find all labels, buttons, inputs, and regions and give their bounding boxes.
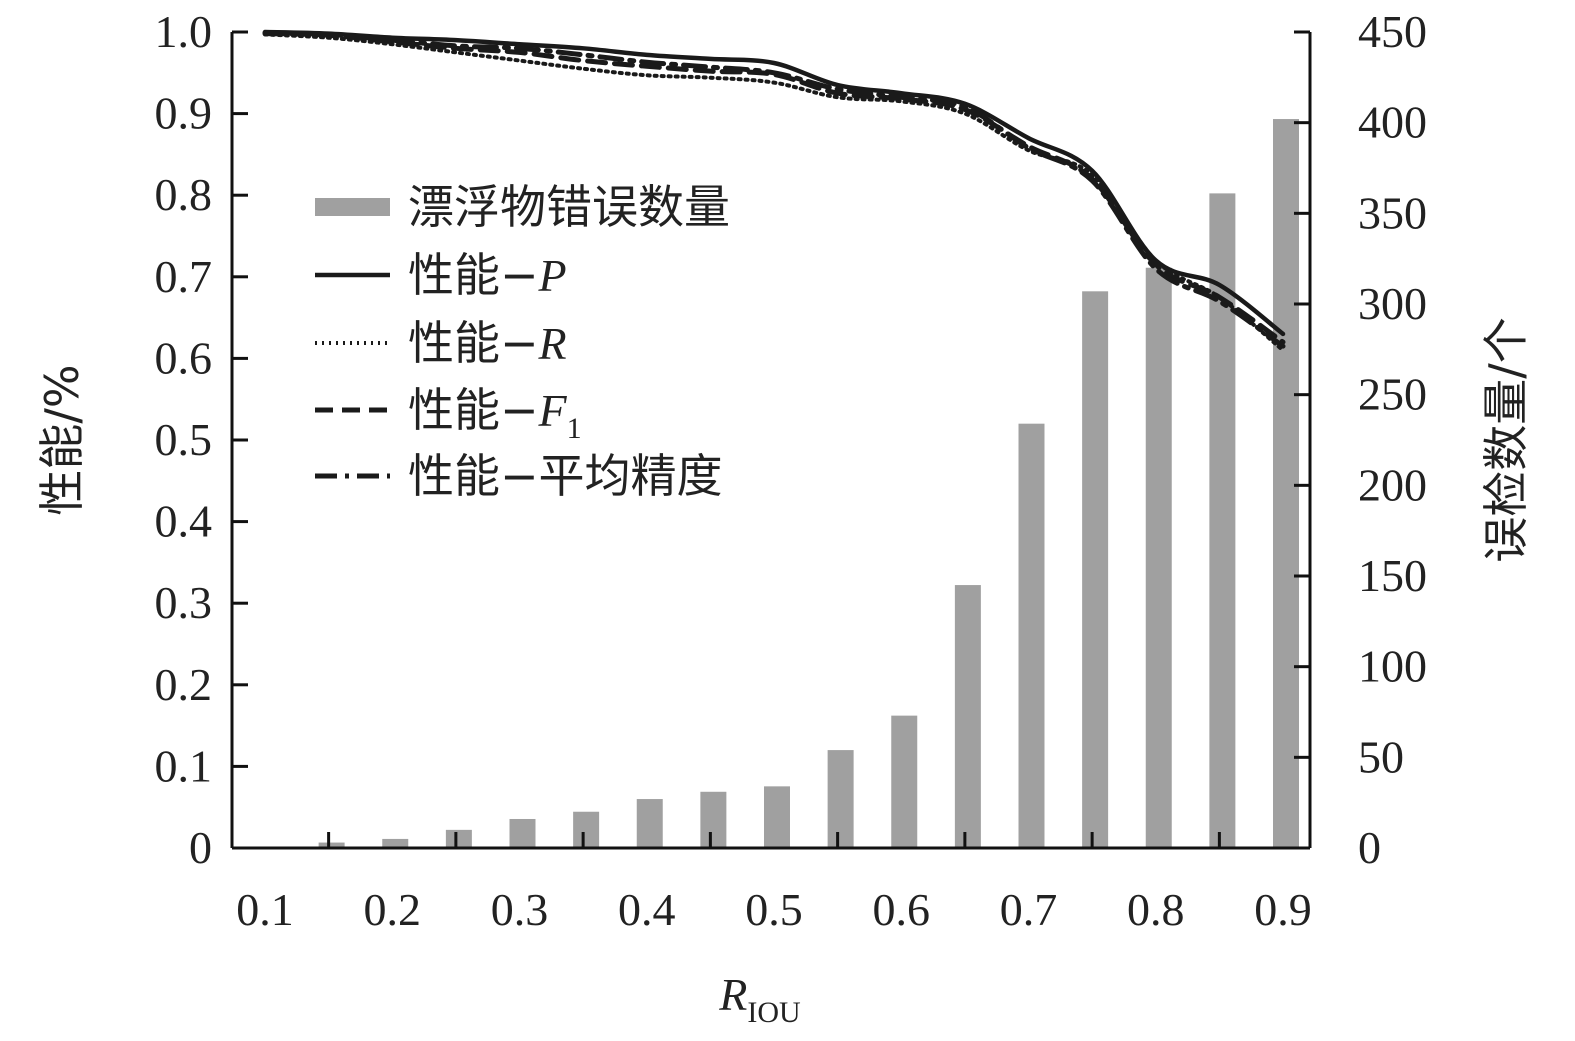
y-right-tick-label: 250 [1358, 369, 1427, 420]
legend-label-sub: 1 [567, 412, 582, 445]
series-line [262, 29, 1286, 337]
bar [318, 842, 345, 848]
y-right-tick-label: 50 [1358, 731, 1404, 782]
bars-layer [318, 119, 1299, 849]
y-right-tick-label: 350 [1358, 187, 1427, 238]
x-axis-title-sub: IOU [747, 996, 801, 1029]
y-right-tick-label: 0 [1358, 822, 1381, 873]
ticks-layer: 0 0.1 0.2 0.3 0.4 0.5 0.6 0.7 0.8 0.9 1.0 0 50 100 150… [155, 6, 1428, 935]
legend-swatch-bar [315, 198, 390, 216]
legend-label: 性能−平均精度 [408, 449, 723, 503]
lines-layer [262, 29, 1286, 353]
bar [954, 585, 981, 848]
y-left-tick-label: 0.4 [155, 496, 213, 547]
legend-label-prefix: 性能− [408, 449, 539, 503]
bar [509, 818, 536, 848]
legend-label-prefix: 性能− [408, 248, 539, 302]
bar [573, 811, 600, 848]
bar [1082, 291, 1109, 849]
series-line [262, 30, 1286, 349]
y-axis-left-title: 性能/% [35, 364, 89, 515]
y-left-tick-label: 0.5 [155, 414, 213, 465]
y-right-tick-label: 150 [1358, 550, 1427, 601]
legend-label-main: 平均精度 [539, 449, 723, 503]
bar [891, 715, 918, 848]
legend-label-prefix: 性能− [408, 316, 539, 370]
x-axis-title: RIOU [718, 969, 801, 1029]
x-tick-label: 0.9 [1254, 884, 1312, 935]
x-tick-label: 0.5 [745, 884, 803, 935]
legend-label-main: P [538, 250, 567, 301]
x-tick-label: 0.1 [236, 884, 294, 935]
legend-label-main: R [538, 318, 567, 369]
bar [1018, 423, 1045, 848]
y-left-tick-label: 0.3 [155, 577, 213, 628]
x-tick-label: 0.7 [1000, 884, 1058, 935]
bar [827, 750, 854, 848]
y-axis-right-title: 误检数量/个 [1479, 317, 1533, 563]
y-left-tick-label: 0.6 [155, 332, 213, 383]
legend-label: 性能−P [408, 248, 567, 302]
y-left-tick-label: 0 [189, 822, 212, 873]
legend-label-main: F [538, 385, 568, 436]
x-tick-label: 0.6 [873, 884, 931, 935]
x-axis-title-main: R [718, 969, 747, 1020]
legend-label: 性能−F1 [408, 383, 582, 445]
y-left-tick-label: 0.1 [155, 740, 213, 791]
y-right-tick-label: 200 [1358, 459, 1427, 510]
bar [764, 786, 790, 848]
x-tick-label: 0.3 [491, 884, 549, 935]
y-right-tick-label: 100 [1358, 641, 1427, 692]
bar [1145, 267, 1172, 848]
bar [1273, 119, 1299, 849]
y-left-tick-label: 0.9 [155, 88, 213, 139]
legend-label: 性能−R [408, 316, 567, 370]
y-right-tick-label: 300 [1358, 278, 1427, 329]
y-left-tick-label: 0.2 [155, 659, 213, 710]
legend-label: 漂浮物错误数量 [408, 180, 730, 234]
bar [700, 791, 727, 848]
bar [445, 829, 472, 848]
bar [636, 799, 663, 848]
x-tick-label: 0.2 [364, 884, 422, 935]
legend-label-prefix: 性能− [408, 383, 539, 437]
series-line [263, 32, 1285, 353]
bar [382, 838, 409, 848]
y-left-tick-label: 0.7 [155, 251, 213, 302]
y-left-tick-label: 0.8 [155, 169, 213, 220]
x-tick-label: 0.4 [618, 884, 676, 935]
y-right-tick-label: 450 [1358, 6, 1427, 57]
y-left-tick-label: 1.0 [155, 6, 213, 57]
x-tick-label: 0.8 [1127, 884, 1185, 935]
y-right-tick-label: 400 [1358, 97, 1427, 148]
